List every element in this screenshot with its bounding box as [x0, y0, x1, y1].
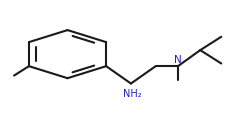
- Text: N: N: [174, 55, 182, 65]
- Text: NH₂: NH₂: [123, 89, 141, 99]
